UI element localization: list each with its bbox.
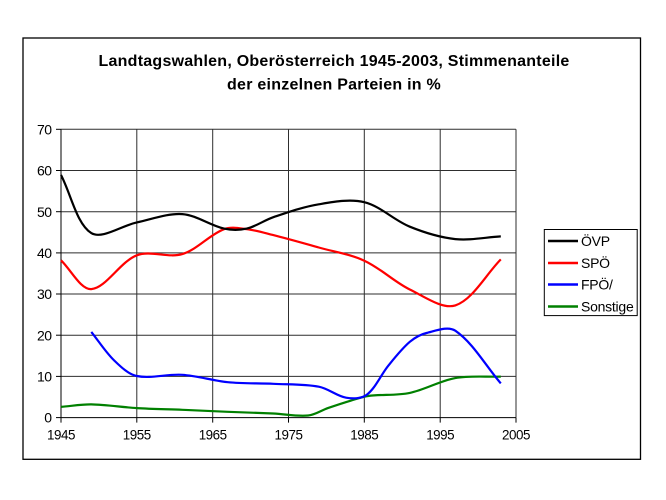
svg-text:1965: 1965 [199,427,227,442]
svg-text:50: 50 [37,204,52,220]
svg-text:30: 30 [37,286,52,302]
svg-text:60: 60 [37,163,52,179]
svg-text:Sonstige: Sonstige [581,299,634,315]
svg-text:2005: 2005 [502,427,530,442]
svg-text:1985: 1985 [350,427,378,442]
svg-text:70: 70 [37,121,52,137]
svg-text:20: 20 [37,327,52,343]
svg-text:1995: 1995 [426,427,454,442]
svg-text:1975: 1975 [275,427,303,442]
svg-text:40: 40 [37,245,52,261]
svg-text:0: 0 [44,410,52,426]
svg-text:der einzelnen Parteien in %: der einzelnen Parteien in % [227,77,441,94]
svg-text:1945: 1945 [47,427,75,442]
svg-text:FPÖ/: FPÖ/ [581,276,613,293]
svg-text:Landtagswahlen, Oberösterreich: Landtagswahlen, Oberösterreich 1945-2003… [98,53,569,70]
svg-text:1955: 1955 [123,427,151,442]
svg-text:SPÖ: SPÖ [581,254,610,271]
svg-text:ÖVP: ÖVP [581,232,610,249]
svg-text:10: 10 [37,369,52,385]
